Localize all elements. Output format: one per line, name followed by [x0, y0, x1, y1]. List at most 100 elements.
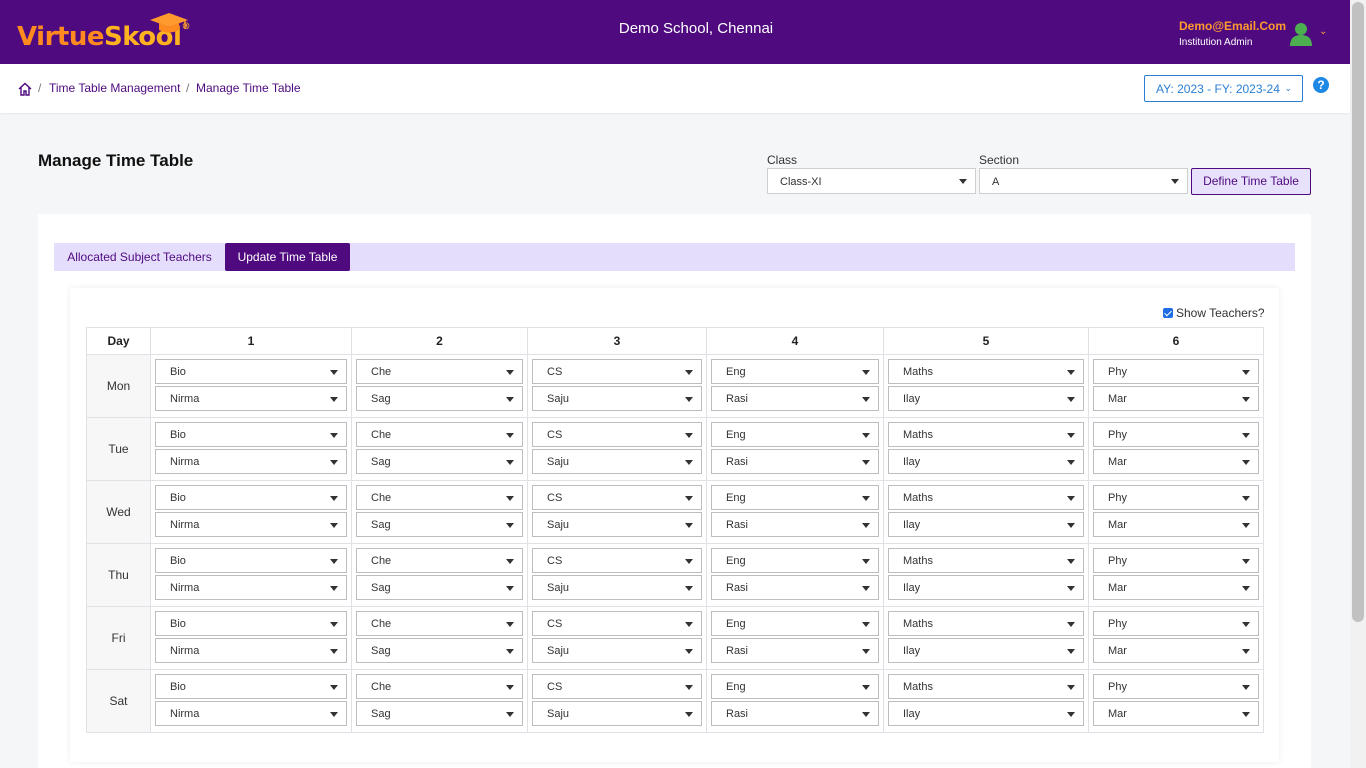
subject-select[interactable]: Maths [888, 422, 1084, 447]
vertical-scrollbar[interactable] [1350, 0, 1366, 768]
teacher-select[interactable]: Mar [1093, 512, 1259, 537]
scrollbar-thumb[interactable] [1352, 2, 1364, 622]
teacher-select[interactable]: Nirma [155, 575, 347, 600]
teacher-select[interactable]: Sag [356, 449, 523, 474]
chevron-down-icon[interactable]: ⌄ [1319, 26, 1328, 37]
teacher-select[interactable]: Mar [1093, 449, 1259, 474]
subject-select[interactable]: Phy [1093, 422, 1259, 447]
subject-select[interactable]: CS [532, 548, 702, 573]
teacher-select[interactable]: Mar [1093, 701, 1259, 726]
teacher-select[interactable]: Rasi [711, 701, 879, 726]
tab-update-time-table[interactable]: Update Time Table [225, 243, 350, 271]
teacher-select[interactable]: Mar [1093, 638, 1259, 663]
caret-down-icon [1067, 460, 1075, 465]
teacher-select[interactable]: Ilay [888, 386, 1084, 411]
define-time-table-button[interactable]: Define Time Table [1191, 168, 1311, 195]
teacher-select[interactable]: Saju [532, 512, 702, 537]
subject-select[interactable]: Maths [888, 548, 1084, 573]
subject-select[interactable]: Che [356, 674, 523, 699]
teacher-select[interactable]: Ilay [888, 449, 1084, 474]
subject-value: Che [371, 618, 392, 630]
teacher-value: Ilay [903, 393, 921, 405]
subject-select[interactable]: CS [532, 485, 702, 510]
teacher-select[interactable]: Saju [532, 449, 702, 474]
user-avatar-icon[interactable] [1290, 22, 1312, 46]
teacher-select[interactable]: Nirma [155, 386, 347, 411]
teacher-select[interactable]: Nirma [155, 512, 347, 537]
subject-select[interactable]: Bio [155, 359, 347, 384]
subject-select[interactable]: Eng [711, 548, 879, 573]
teacher-select[interactable]: Rasi [711, 512, 879, 537]
subject-select[interactable]: Che [356, 611, 523, 636]
home-icon[interactable] [18, 82, 32, 96]
subject-select[interactable]: Che [356, 359, 523, 384]
period-cell: Eng Rasi [706, 417, 884, 481]
caret-down-icon [1067, 397, 1075, 402]
subject-select[interactable]: Eng [711, 674, 879, 699]
teacher-select[interactable]: Nirma [155, 449, 347, 474]
subject-select[interactable]: Phy [1093, 674, 1259, 699]
caret-down-icon [862, 622, 870, 627]
period-cell: Maths Ilay [883, 354, 1089, 418]
subject-select[interactable]: Phy [1093, 485, 1259, 510]
subject-select[interactable]: CS [532, 674, 702, 699]
subject-select[interactable]: Bio [155, 548, 347, 573]
teacher-select[interactable]: Nirma [155, 638, 347, 663]
subject-select[interactable]: Eng [711, 485, 879, 510]
subject-select[interactable]: Phy [1093, 359, 1259, 384]
tab-allocated-subject-teachers[interactable]: Allocated Subject Teachers [67, 250, 212, 264]
teacher-select[interactable]: Rasi [711, 575, 879, 600]
teacher-select[interactable]: Sag [356, 701, 523, 726]
teacher-select[interactable]: Sag [356, 638, 523, 663]
teacher-select[interactable]: Mar [1093, 575, 1259, 600]
teacher-select[interactable]: Saju [532, 575, 702, 600]
subject-select[interactable]: Bio [155, 485, 347, 510]
teacher-select[interactable]: Saju [532, 638, 702, 663]
teacher-select[interactable]: Sag [356, 575, 523, 600]
teacher-select[interactable]: Rasi [711, 386, 879, 411]
subject-select[interactable]: Maths [888, 359, 1084, 384]
subject-select[interactable]: Eng [711, 611, 879, 636]
timetable-row: Thu Bio Nirma Che Sag CS Saju Eng Rasi Maths Ilay P… [86, 543, 1264, 607]
teacher-select[interactable]: Saju [532, 386, 702, 411]
subject-select[interactable]: Bio [155, 611, 347, 636]
subject-select[interactable]: Che [356, 548, 523, 573]
period-cell: CS Saju [527, 606, 707, 670]
subject-select[interactable]: CS [532, 359, 702, 384]
teacher-select[interactable]: Saju [532, 701, 702, 726]
teacher-select[interactable]: Sag [356, 386, 523, 411]
teacher-select[interactable]: Ilay [888, 638, 1084, 663]
subject-select[interactable]: Maths [888, 611, 1084, 636]
subject-select[interactable]: Maths [888, 485, 1084, 510]
teacher-select[interactable]: Nirma [155, 701, 347, 726]
subject-select[interactable]: Bio [155, 422, 347, 447]
subject-select[interactable]: CS [532, 422, 702, 447]
subject-select[interactable]: Eng [711, 359, 879, 384]
caret-down-icon [685, 685, 693, 690]
subject-select[interactable]: Che [356, 422, 523, 447]
help-icon[interactable]: ? [1313, 77, 1329, 93]
user-email[interactable]: Demo@Email.Com [1179, 19, 1287, 33]
subject-select[interactable]: Eng [711, 422, 879, 447]
teacher-select[interactable]: Rasi [711, 638, 879, 663]
class-select[interactable]: Class-XI [767, 168, 976, 194]
teacher-select[interactable]: Sag [356, 512, 523, 537]
subject-select[interactable]: Phy [1093, 611, 1259, 636]
subject-select[interactable]: CS [532, 611, 702, 636]
subject-select[interactable]: Phy [1093, 548, 1259, 573]
teacher-select[interactable]: Rasi [711, 449, 879, 474]
teacher-select[interactable]: Ilay [888, 575, 1084, 600]
teacher-select[interactable]: Ilay [888, 512, 1084, 537]
teacher-select[interactable]: Mar [1093, 386, 1259, 411]
subject-select[interactable]: Maths [888, 674, 1084, 699]
period-cell: Che Sag [351, 354, 528, 418]
teacher-value: Nirma [170, 645, 200, 657]
section-select[interactable]: A [979, 168, 1188, 194]
subject-select[interactable]: Che [356, 485, 523, 510]
breadcrumb-time-table-management[interactable]: Time Table Management [49, 81, 181, 95]
show-teachers-checkbox[interactable] [1163, 308, 1173, 318]
teacher-select[interactable]: Ilay [888, 701, 1084, 726]
virtueskool-logo[interactable]: VirtueSkool® [17, 12, 217, 56]
academic-year-select[interactable]: AY: 2023 - FY: 2023-24 ⌄ [1144, 75, 1303, 102]
subject-select[interactable]: Bio [155, 674, 347, 699]
